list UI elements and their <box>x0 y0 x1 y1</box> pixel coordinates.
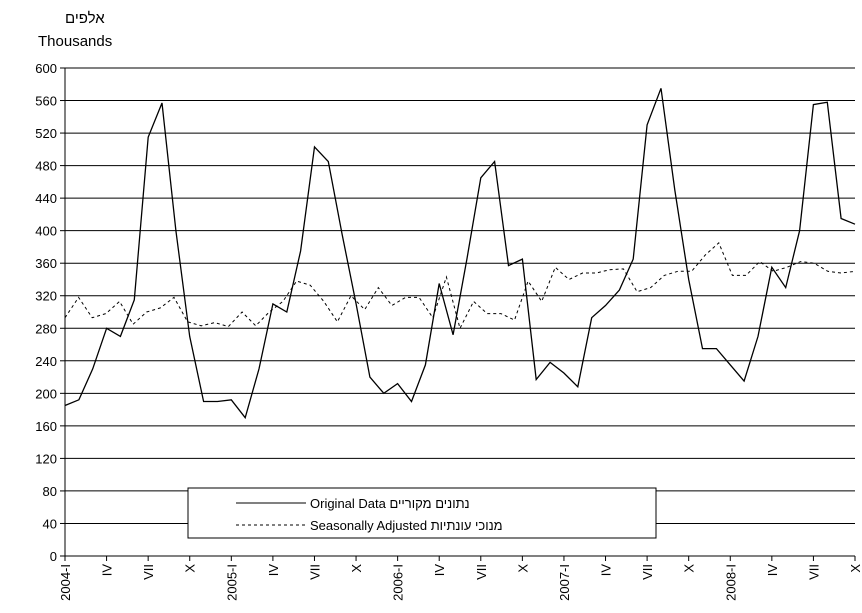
y-tick-label: 80 <box>43 484 57 499</box>
y-tick-label: 600 <box>35 61 57 76</box>
y-tick-label: 280 <box>35 321 57 336</box>
legend-label: Seasonally Adjusted מנוכי עונתיות <box>310 518 503 533</box>
legend: Original Data נתונים מקוריים Seasonally A… <box>187 487 657 539</box>
legend-label: Original Data נתונים מקוריים <box>310 496 470 511</box>
unit-label-hebrew: אלפים <box>65 10 105 27</box>
x-tick-label: VII <box>474 564 489 580</box>
y-tick-label: 480 <box>35 159 57 174</box>
x-tick-label: VII <box>640 564 655 580</box>
unit-label: Thousands <box>38 33 113 50</box>
x-tick-label: IV <box>432 564 447 577</box>
y-tick-label: 0 <box>50 549 57 564</box>
x-axis-ticks: 2004-I IV VII X 2005-I IV VII X 2006-I IV VII X 2007… <box>58 556 862 601</box>
series-line-original <box>64 88 856 420</box>
legend-box <box>187 487 657 539</box>
y-tick-label: 40 <box>43 516 57 531</box>
x-tick-label: IV <box>765 564 780 577</box>
x-tick-label: VII <box>806 564 821 580</box>
x-tick-label: IV <box>100 564 115 577</box>
axes <box>64 68 855 557</box>
y-tick-label: 240 <box>35 354 57 369</box>
series-line-seasonally-adjusted <box>64 242 856 330</box>
x-tick-label: 2004-I <box>58 564 73 601</box>
x-tick-label: X <box>682 564 697 573</box>
y-axis-ticks: 0 40 80 120 160 200 240 280 320 360 400 440 480 520 56… <box>35 61 65 564</box>
x-tick-label: 2008-I <box>723 564 738 601</box>
y-tick-label: 160 <box>35 419 57 434</box>
y-tick-label: 200 <box>35 386 57 401</box>
y-tick-label: 520 <box>35 126 57 141</box>
x-tick-label: VII <box>307 564 322 580</box>
x-tick-label: 2005-I <box>224 564 239 601</box>
y-tick-label: 440 <box>35 191 57 206</box>
x-tick-label: X <box>515 564 530 573</box>
grid-lines <box>65 67 855 524</box>
series-lines <box>64 88 856 420</box>
y-tick-label: 560 <box>35 94 57 109</box>
y-tick-label: 360 <box>35 256 57 271</box>
x-tick-label: IV <box>266 564 281 577</box>
x-tick-label: X <box>183 564 198 573</box>
x-tick-label: IV <box>599 564 614 577</box>
x-tick-label: 2006-I <box>391 564 406 601</box>
y-tick-label: 120 <box>35 451 57 466</box>
x-tick-label: X <box>848 564 862 573</box>
y-tick-label: 320 <box>35 289 57 304</box>
x-tick-label: 2007-I <box>557 564 572 601</box>
y-tick-label: 400 <box>35 224 57 239</box>
x-tick-label: VII <box>141 564 156 580</box>
x-tick-label: X <box>349 564 364 573</box>
